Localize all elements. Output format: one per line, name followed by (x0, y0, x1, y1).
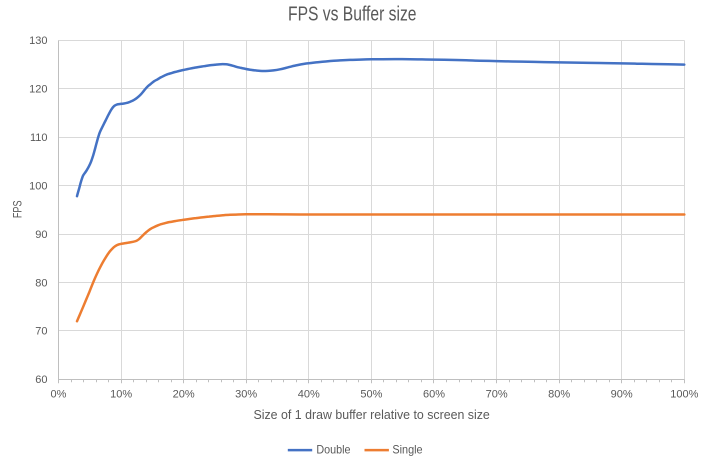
svg-text:80: 80 (35, 277, 47, 289)
svg-text:20%: 20% (173, 389, 195, 401)
svg-text:100: 100 (29, 180, 47, 192)
svg-text:60%: 60% (423, 389, 445, 401)
svg-text:70: 70 (35, 326, 47, 338)
svg-text:110: 110 (30, 132, 48, 144)
svg-text:130: 130 (29, 35, 47, 47)
svg-text:120: 120 (29, 84, 47, 96)
svg-text:80%: 80% (548, 389, 570, 401)
svg-text:30%: 30% (235, 389, 257, 401)
svg-text:90%: 90% (611, 389, 633, 401)
svg-text:Double: Double (316, 443, 350, 457)
svg-text:0%: 0% (51, 389, 67, 401)
svg-text:FPS: FPS (11, 201, 25, 219)
svg-text:100%: 100% (670, 389, 698, 401)
svg-text:FPS vs Buffer size: FPS vs Buffer size (288, 3, 417, 25)
svg-text:50%: 50% (360, 389, 382, 401)
svg-text:60: 60 (35, 374, 47, 386)
svg-text:90: 90 (35, 229, 47, 241)
svg-text:70%: 70% (486, 389, 508, 401)
svg-text:Size of 1 draw buffer relative: Size of 1 draw buffer relative to screen… (254, 407, 490, 422)
svg-text:Single: Single (392, 443, 422, 457)
svg-text:10%: 10% (110, 389, 132, 401)
svg-text:40%: 40% (298, 389, 320, 401)
